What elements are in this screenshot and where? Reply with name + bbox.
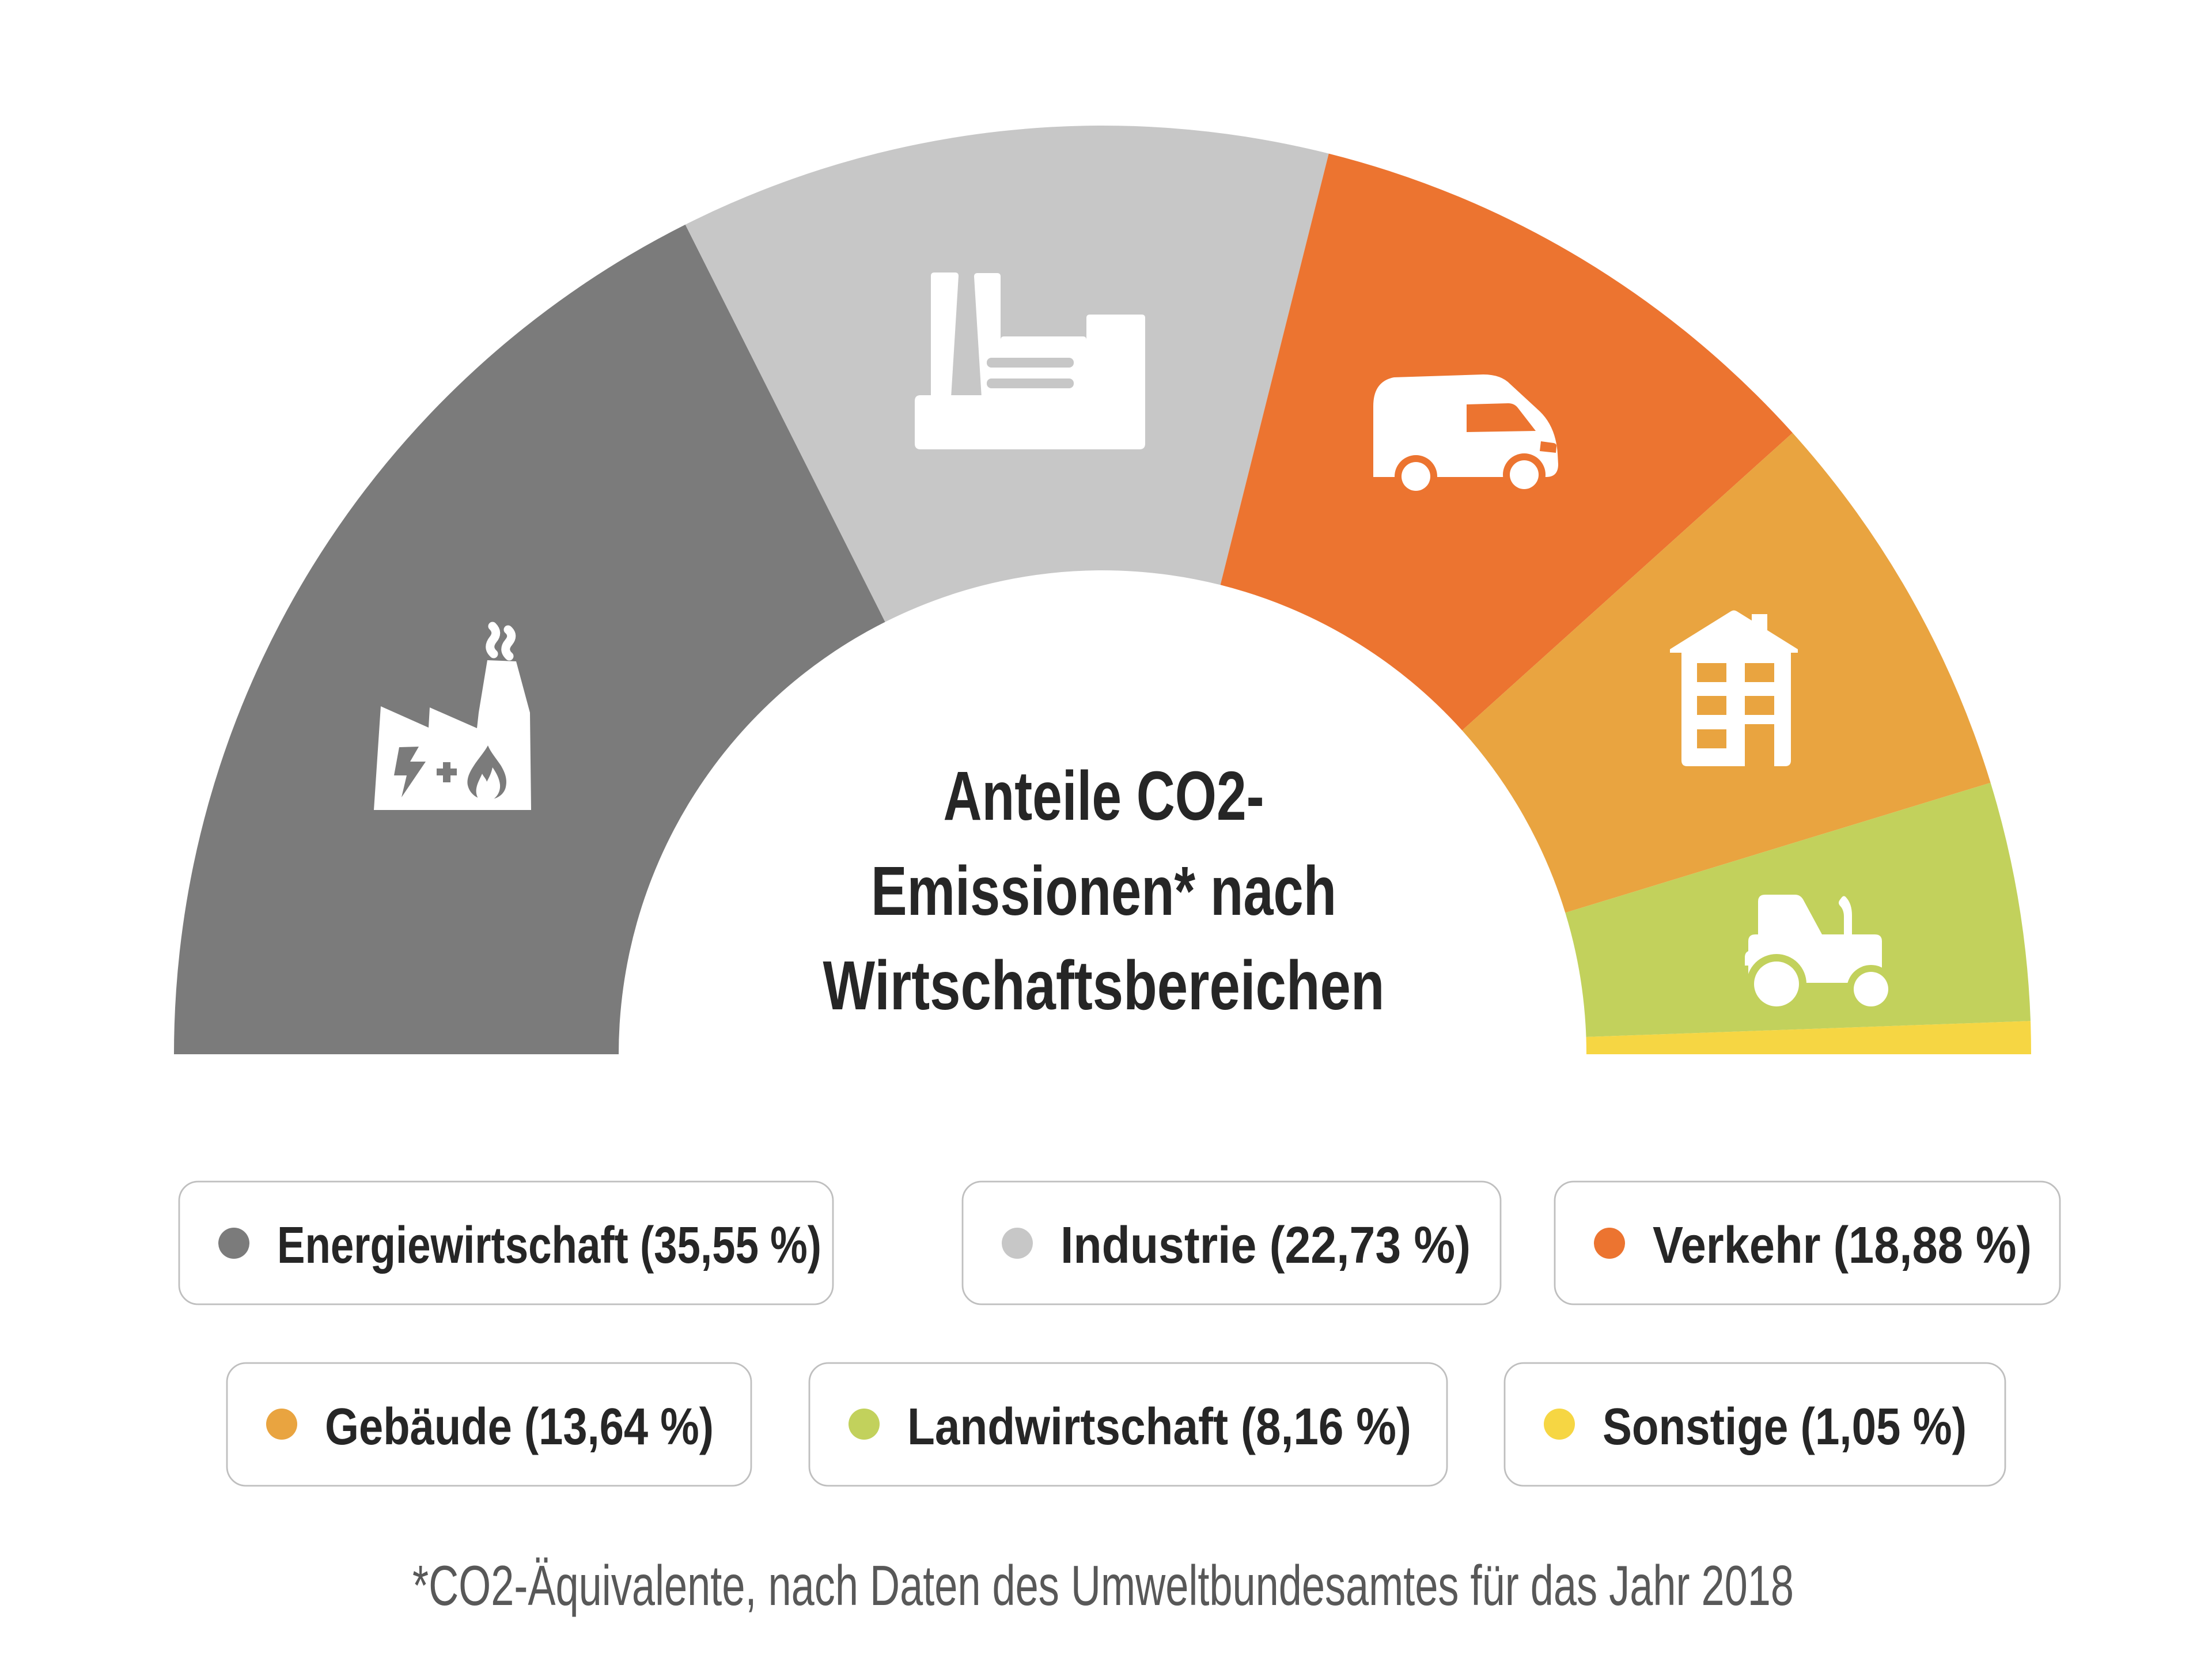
svg-text:Wirtschaftsbereichen: Wirtschaftsbereichen — [823, 946, 1385, 1024]
svg-text:Energiewirtschaft (35,55 %): Energiewirtschaft (35,55 %) — [277, 1217, 821, 1274]
svg-text:Landwirtschaft (8,16 %): Landwirtschaft (8,16 %) — [907, 1398, 1411, 1456]
svg-text:Emissionen* nach: Emissionen* nach — [871, 851, 1336, 930]
svg-text:*CO2-Äquivalente, nach Daten d: *CO2-Äquivalente, nach Daten des Umweltb… — [412, 1554, 1794, 1617]
svg-text:Anteile CO2-: Anteile CO2- — [944, 756, 1264, 835]
svg-text:Verkehr (18,88 %): Verkehr (18,88 %) — [1653, 1217, 2032, 1274]
svg-text:Gebäude (13,64 %): Gebäude (13,64 %) — [325, 1398, 714, 1456]
svg-text:Sonstige (1,05 %): Sonstige (1,05 %) — [1603, 1398, 1967, 1456]
svg-text:Industrie (22,73 %): Industrie (22,73 %) — [1060, 1217, 1471, 1274]
